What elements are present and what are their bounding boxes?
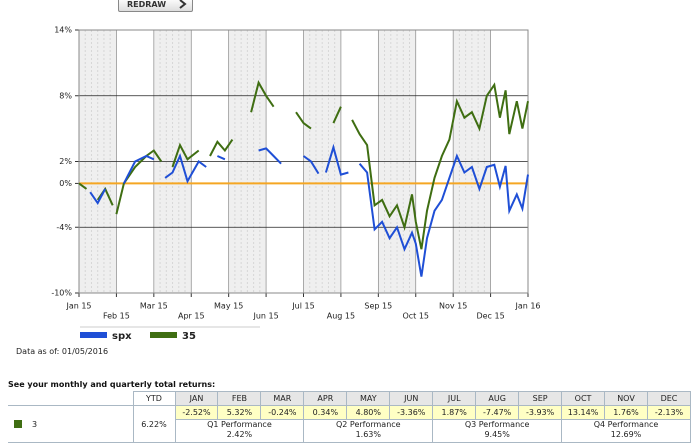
table-cell: 6.22% bbox=[132, 405, 176, 443]
x-tick-label: Jan 16 bbox=[514, 302, 540, 311]
x-tick-label: Feb 15 bbox=[103, 312, 130, 321]
x-tick-label: Nov 15 bbox=[439, 302, 467, 311]
table-cell: OCT bbox=[561, 391, 606, 406]
table-cell: NOV bbox=[604, 391, 648, 406]
legend-swatch bbox=[80, 332, 107, 338]
y-tick-label: -4% bbox=[56, 223, 72, 232]
x-tick-label: Jul 15 bbox=[291, 302, 314, 311]
table-cell: Q1 Performance 2.42% bbox=[174, 419, 305, 443]
table-cell: Q2 Performance 1.63% bbox=[303, 419, 434, 443]
x-tick-label: Aug 15 bbox=[327, 312, 355, 321]
table-cell: 0.34% bbox=[303, 405, 348, 420]
x-tick-label: Dec 15 bbox=[476, 312, 504, 321]
table-cell: 3 bbox=[8, 405, 134, 443]
quarter-value: 2.42% bbox=[226, 430, 253, 439]
table-cell: Q4 Performance 12.69% bbox=[561, 419, 691, 443]
quarter-value: 12.69% bbox=[610, 430, 642, 439]
returns-table: YTD JAN FEB MAR APR MAY JUN JUL AUG SEP OCT NOV DEC 3… bbox=[8, 391, 692, 443]
quarter-label: Q2 Performance bbox=[335, 420, 401, 429]
table-cell: 1.87% bbox=[432, 405, 477, 420]
series-line bbox=[89, 143, 529, 277]
table-cell: JUL bbox=[432, 391, 477, 406]
table-cell: -3.93% bbox=[518, 405, 563, 420]
y-tick-label: -10% bbox=[51, 289, 72, 298]
x-tick-label: May 15 bbox=[214, 302, 243, 311]
table-cell: JUN bbox=[389, 391, 434, 406]
quarter-label: Q3 Performance bbox=[464, 420, 530, 429]
button-label[interactable]: REDRAW bbox=[127, 0, 167, 9]
y-tick-label: 8% bbox=[59, 91, 72, 100]
table-cell: 4.80% bbox=[346, 405, 391, 420]
table-row: Q1 Performance 2.42% Q2 Performance 1.63% Q3… bbox=[8, 419, 691, 443]
legend-label: 35 bbox=[182, 331, 196, 342]
table-cell: -2.13% bbox=[646, 405, 692, 420]
table-cell: 13.14% bbox=[561, 405, 606, 420]
row-swatch bbox=[14, 420, 22, 428]
y-tick-label: 14% bbox=[54, 26, 72, 35]
table-row: YTD JAN FEB MAR APR MAY JUN JUL AUG SEP OCT NOV DEC bbox=[8, 391, 692, 406]
x-tick-label: Mar 15 bbox=[140, 302, 168, 311]
chart: Jan 15 Feb 15 Mar 15 Apr 15 May 15 Jun 15 Jul … bbox=[51, 26, 540, 343]
table-cell: SEP bbox=[518, 391, 563, 406]
data-as-of: Data as of: 01/05/2016 bbox=[16, 347, 109, 356]
table-cell: AUG bbox=[475, 391, 520, 406]
table-cell: JAN bbox=[174, 391, 219, 406]
plot-border bbox=[78, 29, 529, 294]
table-cell: YTD bbox=[132, 391, 176, 406]
table-cell: -0.24% bbox=[260, 405, 305, 420]
table-cell: -7.47% bbox=[475, 405, 520, 420]
y-tick-label: 0% bbox=[59, 179, 72, 188]
redraw-button[interactable]: REDRAW bbox=[118, 0, 193, 12]
x-tick-label: Jan 15 bbox=[65, 302, 91, 311]
x-tick-label: Jun 15 bbox=[252, 312, 278, 321]
table-title: See your monthly and quarterly total ret… bbox=[8, 380, 216, 389]
table-cell: MAY bbox=[346, 391, 391, 406]
table-cell: 1.76% bbox=[604, 405, 648, 420]
x-tick-label: Oct 15 bbox=[402, 312, 429, 321]
table-cell: APR bbox=[303, 391, 348, 406]
table-cell bbox=[8, 392, 133, 406]
legend-label: spx bbox=[112, 331, 132, 342]
table-cell: MAR bbox=[260, 391, 305, 406]
chevron[interactable] bbox=[178, 0, 188, 9]
table-row: 3 6.22% -2.52% 5.32% -0.24% 0.34% 4.80% -3.36% 1… bbox=[8, 405, 692, 443]
table-cell: FEB bbox=[217, 391, 262, 406]
x-tick-label: Sep 15 bbox=[364, 302, 392, 311]
x-tick-label: Apr 15 bbox=[178, 312, 205, 321]
quarter-label: Q4 Performance bbox=[593, 420, 659, 429]
quarter-value: 1.63% bbox=[355, 430, 381, 439]
table-cell: Q3 Performance 9.45% bbox=[432, 419, 563, 443]
table-cell: -3.36% bbox=[389, 405, 434, 420]
quarter-value: 9.45% bbox=[484, 430, 510, 439]
table-cell: DEC bbox=[646, 391, 692, 406]
quarter-label: Q1 Performance bbox=[207, 420, 272, 429]
row-label: 3 bbox=[32, 419, 38, 429]
y-tick-label: 2% bbox=[59, 157, 72, 166]
table-cell: 5.32% bbox=[217, 405, 262, 420]
legend-swatch bbox=[150, 332, 177, 338]
table-cell: -2.52% bbox=[174, 405, 219, 420]
